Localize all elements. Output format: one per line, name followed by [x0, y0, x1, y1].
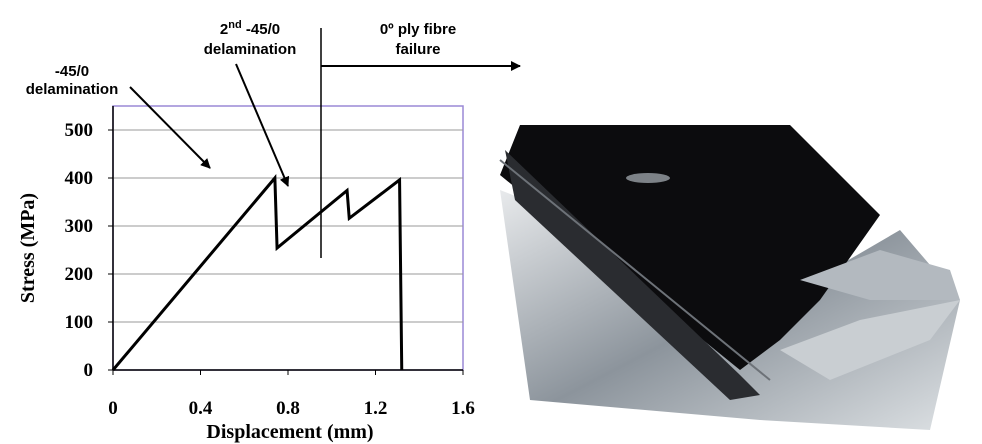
y-tick-label: 100 — [65, 312, 94, 333]
plot: 0 100 200 300 400 500 0 0.4 0.8 1.2 1.6 — [65, 106, 475, 419]
annotation: 2nd -45/0 — [220, 19, 280, 38]
annotation: -45/0 — [55, 63, 89, 80]
x-tick-label: 1.2 — [364, 398, 388, 419]
y-tick-label: 500 — [65, 120, 94, 141]
y-axis-title: Stress (MPa) — [17, 193, 39, 303]
figure: 0 100 200 300 400 500 0 0.4 0.8 1.2 1.6 Displaceme… — [0, 0, 982, 444]
annotation: delamination — [204, 41, 297, 58]
y-tick-label: 200 — [65, 264, 94, 285]
annotation-part: nd — [228, 19, 241, 31]
y-tick-label: 300 — [65, 216, 94, 237]
x-tick-label: 0.8 — [276, 398, 300, 419]
specimen-photo — [500, 125, 960, 430]
annotation: delamination — [26, 81, 119, 98]
annotation-part: -45/0 — [242, 21, 280, 38]
x-tick-label: 0.4 — [189, 398, 213, 419]
x-tick-label: 0 — [108, 398, 118, 419]
page: {"chart_data": {"type": "line", "x_label… — [0, 0, 982, 444]
y-tick-label: 0 — [84, 360, 94, 381]
annotation: 0º ply fibre — [380, 21, 456, 38]
x-tick-label: 1.6 — [451, 398, 475, 419]
x-axis-title: Displacement (mm) — [206, 421, 373, 443]
y-tick-label: 400 — [65, 168, 94, 189]
annotation-part: 2 — [220, 21, 228, 38]
annotation: failure — [395, 41, 440, 58]
